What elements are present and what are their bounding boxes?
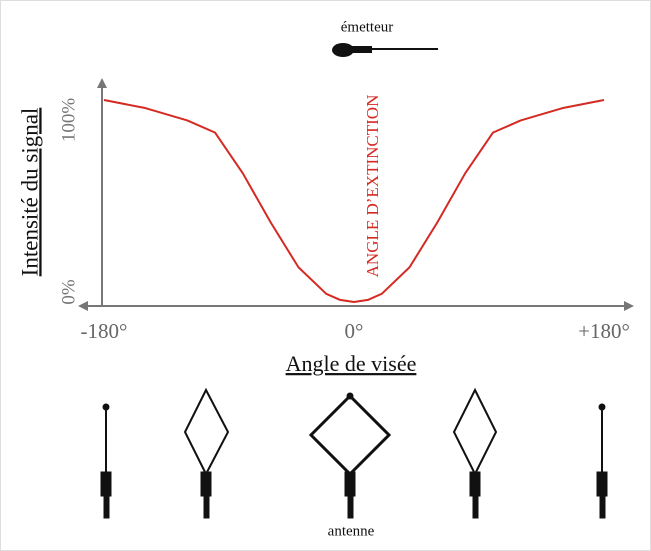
x-tick-label: -180° [81,319,128,343]
annotation: ANGLE D’EXTINCTION [363,95,382,278]
y-tick-label: 100% [58,98,79,143]
y-tick-label: 0% [58,279,79,305]
antenna-label: antenne [328,523,375,539]
emitter-label: émetteur [341,19,393,35]
x-axis-title: Angle de visée [286,351,417,376]
x-tick-label: 0° [345,319,364,343]
frame [1,1,651,551]
x-tick-label: +180° [578,319,630,343]
diagram: émetteur ANGLE D’EXTINCTION Intensité du… [0,0,651,551]
y-axis-title: Intensité du signal [17,108,42,277]
